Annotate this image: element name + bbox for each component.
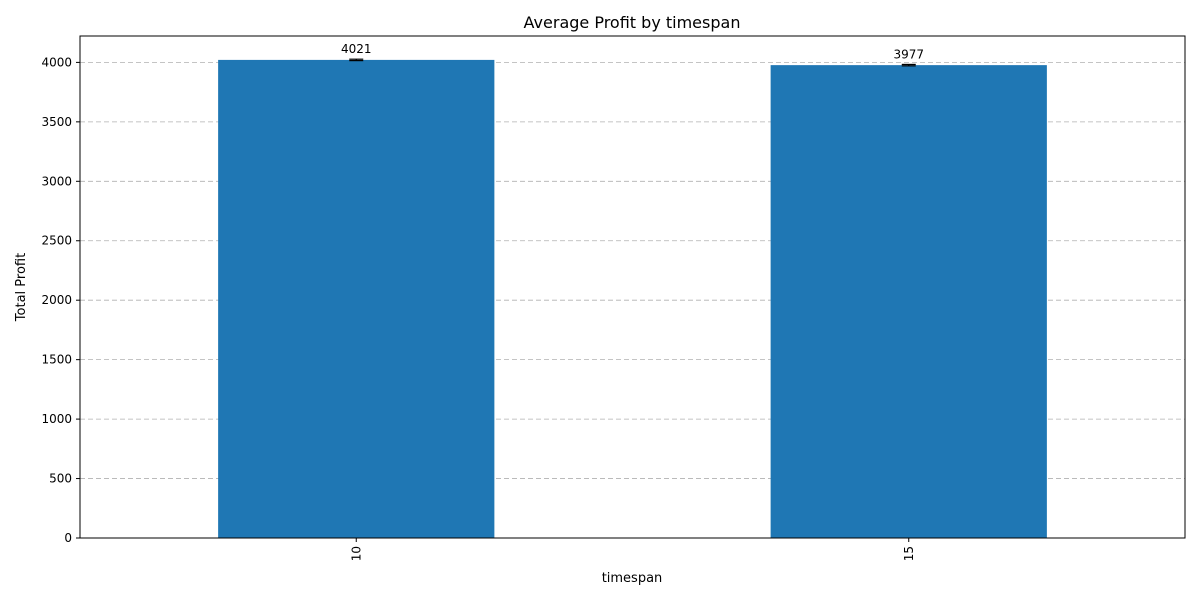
y-tick-label: 1500 <box>41 353 72 367</box>
y-tick-label: 3500 <box>41 115 72 129</box>
x-tick-label: 15 <box>902 546 916 561</box>
y-tick-label: 4000 <box>41 55 72 69</box>
y-tick-label: 2000 <box>41 293 72 307</box>
x-axis-label: timespan <box>602 571 663 586</box>
y-axis-label: Total Profit <box>14 253 29 322</box>
bar <box>218 59 495 538</box>
bar-value-label: 4021 <box>341 42 372 56</box>
y-tick-label: 2500 <box>41 234 72 248</box>
y-axis: 0 500 1000 1500 2000 2500 3000 3500 4000 <box>41 55 80 545</box>
y-tick-label: 3000 <box>41 174 72 188</box>
chart-title: Average Profit by timespan <box>524 13 741 32</box>
x-axis: 10 15 <box>349 538 916 561</box>
bar-value-label: 3977 <box>893 47 924 61</box>
x-tick-label: 10 <box>349 546 363 561</box>
plot-frame <box>79 35 1186 539</box>
y-tick-label: 0 <box>64 531 72 545</box>
data-labels: 4021 3977 <box>341 42 924 61</box>
bars <box>218 58 1047 539</box>
bar <box>770 65 1047 539</box>
y-tick-label: 500 <box>49 472 72 486</box>
y-tick-label: 1000 <box>41 412 72 426</box>
